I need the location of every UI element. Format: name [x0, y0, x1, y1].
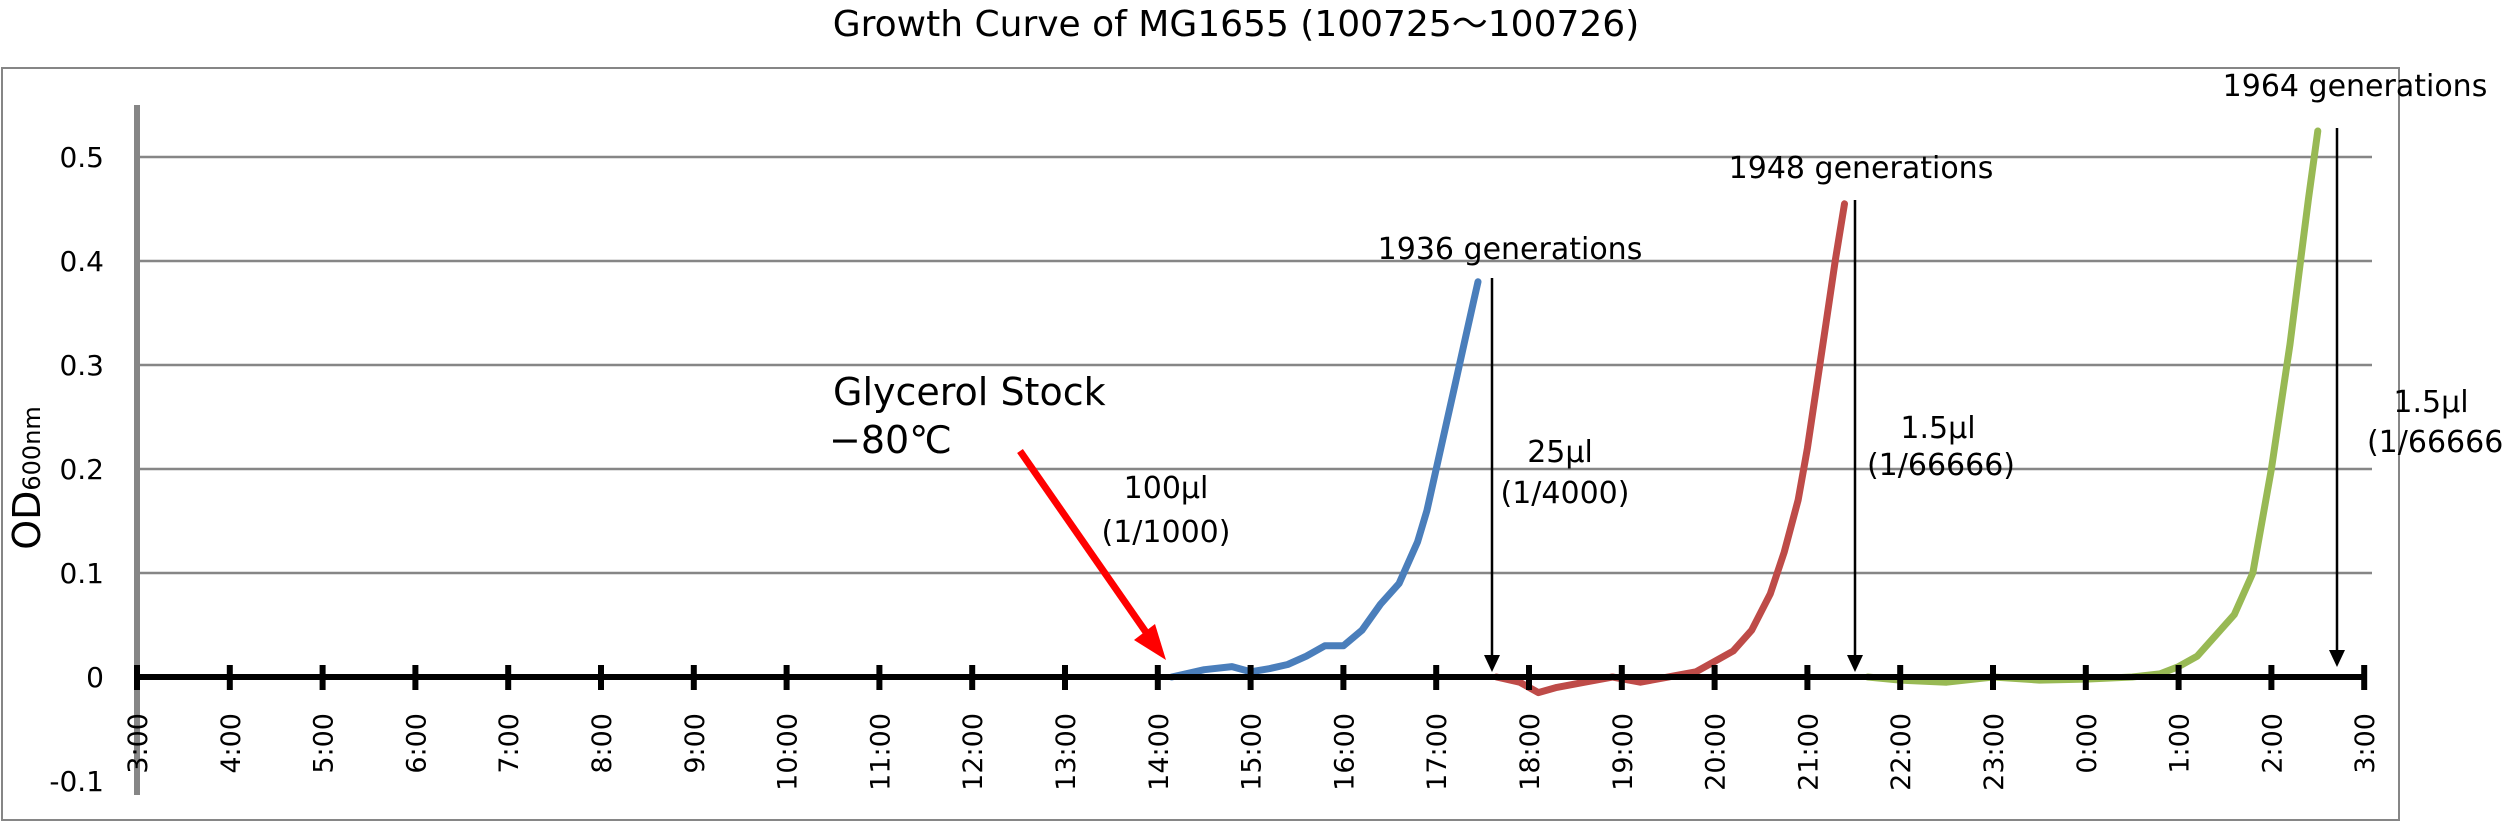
annotation-dil3-vol: 1.5μl	[1900, 411, 1975, 446]
annotation-gen1: 1936 generations	[1378, 232, 1643, 267]
x-ticks: 3:00 4:00 5:00 6:00 7:00 8:00 9:00 10:00 11:00 12…	[123, 665, 2381, 791]
stock-arrow-shaft	[1017, 449, 1153, 640]
x-tick-label: 1:00	[2165, 713, 2196, 774]
annotation-dil4-vol: 1.5μl	[2393, 385, 2468, 420]
gen2-arrow-head	[1847, 655, 1863, 672]
plot-frame	[1, 67, 2400, 821]
x-tick-label: 12:00	[958, 713, 989, 791]
gen1-arrow-head	[1484, 655, 1500, 672]
y-tick-label: 0	[86, 661, 104, 694]
y-axis-label-main: OD	[5, 491, 49, 550]
annotation-gen2: 1948 generations	[1729, 151, 1994, 186]
x-tick-label: 13:00	[1051, 713, 1082, 791]
y-tick-label: 0.5	[59, 141, 104, 174]
series-2-line	[1493, 200, 1848, 697]
x-tick-label: 17:00	[1422, 713, 1453, 791]
annotation-dil2-vol: 25μl	[1527, 435, 1593, 470]
y-axis-label-sub: 600nm	[18, 406, 46, 490]
x-tick-label: 3:00	[2350, 713, 2381, 774]
annotation-dil3-ratio: (1/66666)	[1867, 448, 2015, 483]
annotation-dil1-ratio: (1/1000)	[1102, 515, 1231, 550]
stock-arrow-head	[1134, 624, 1166, 660]
y-tick-labels: -0.1 0 0.1 0.2 0.3 0.4 0.5	[49, 141, 104, 798]
x-tick-label: 14:00	[1144, 713, 1175, 791]
x-tick-label: 4:00	[216, 713, 247, 774]
x-tick-label: 11:00	[865, 713, 896, 791]
x-tick-label: 23:00	[1979, 713, 2010, 791]
x-tick-label: 8:00	[587, 713, 618, 774]
gridlines	[137, 155, 2372, 575]
annotation-stock-line1: Glycerol Stock	[833, 370, 1106, 414]
series-1-line	[1168, 278, 1482, 681]
x-tick-label: 0:00	[2072, 713, 2103, 774]
x-tick-label: 16:00	[1329, 713, 1360, 791]
x-tick-label: 7:00	[494, 713, 525, 774]
x-tick-label: 18:00	[1515, 713, 1546, 791]
annotation-stock-line2: −80℃	[829, 418, 952, 462]
x-tick-label: 19:00	[1608, 713, 1639, 791]
y-tick-label: 0.2	[59, 453, 104, 486]
x-tick-label: 10:00	[773, 713, 804, 791]
x-tick-label: 3:00	[123, 713, 154, 774]
x-tick-label: 22:00	[1886, 713, 1917, 791]
x-tick-label: 2:00	[2257, 713, 2288, 774]
x-tick-label: 6:00	[401, 713, 432, 774]
annotation-dil2-ratio: (1/4000)	[1501, 476, 1630, 511]
annotation-dil4-ratio: (1/66666)	[2367, 425, 2503, 460]
gen3-arrow-head	[2329, 650, 2345, 667]
series-lines	[1168, 127, 2322, 697]
x-tick-label: 21:00	[1793, 713, 1824, 791]
y-tick-label: -0.1	[49, 765, 104, 798]
x-tick-label: 9:00	[680, 713, 711, 774]
x-tick-label: 15:00	[1237, 713, 1268, 791]
x-tick-label: 5:00	[309, 713, 340, 774]
y-tick-label: 0.1	[59, 557, 104, 590]
y-axis-label: OD600nm	[5, 406, 49, 550]
annotation-gen3: 1964 generations	[2223, 69, 2488, 104]
annotation-dil1-vol: 100μl	[1124, 471, 1209, 506]
y-tick-label: 0.4	[59, 245, 104, 278]
svg-text:OD600nm: OD600nm	[5, 406, 49, 550]
y-tick-label: 0.3	[59, 349, 104, 382]
series-3-line	[1864, 127, 2322, 686]
chart-title: Growth Curve of MG1655 (100725～100726)	[833, 4, 1640, 45]
x-tick-label: 20:00	[1701, 713, 1732, 791]
